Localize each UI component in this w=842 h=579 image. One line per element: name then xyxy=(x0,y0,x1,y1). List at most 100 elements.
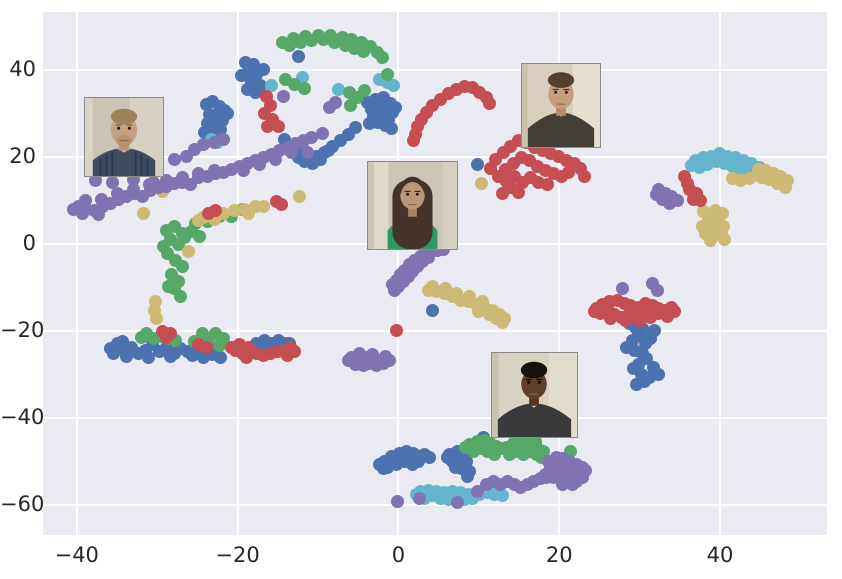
scatter-point-blue xyxy=(248,85,262,99)
scatter-point-purple xyxy=(197,138,211,152)
scatter-point-green xyxy=(344,98,358,112)
scatter-point-green xyxy=(357,44,371,58)
scatter-point-yellow xyxy=(703,234,717,248)
face-thumbnail-dark-skin-man xyxy=(490,351,578,438)
scatter-point-purple xyxy=(276,90,290,104)
scatter-point-red xyxy=(619,314,633,328)
scatter-point-blue xyxy=(629,377,643,391)
scatter-point-purple xyxy=(387,284,401,298)
gridline-x-20 xyxy=(558,12,561,535)
y-tick-label-40: 40 xyxy=(9,56,36,81)
y-tick-label--40: −40 xyxy=(0,404,45,429)
x-tick-label--20: −20 xyxy=(215,543,260,567)
scatter-point-red xyxy=(604,312,618,326)
scatter-point-purple xyxy=(106,176,120,190)
scatter-point-blue xyxy=(120,349,134,363)
y-tick-label--20: −20 xyxy=(0,317,45,342)
scatter-point-purple xyxy=(565,477,579,491)
scatter-point-blue xyxy=(426,303,440,317)
scatter-point-red xyxy=(389,324,403,338)
scatter-point-green xyxy=(328,35,342,49)
gridline-y--60 xyxy=(43,503,827,506)
x-tick-label-0: 0 xyxy=(391,543,406,567)
scatter-point-purple xyxy=(167,153,181,167)
scatter-point-red xyxy=(272,120,286,134)
scatter-point-purple xyxy=(236,164,250,178)
scatter-point-yellow xyxy=(715,207,729,221)
scatter-point-cyan xyxy=(264,79,278,93)
scatter-point-blue xyxy=(470,158,484,172)
x-tick-label-40: 40 xyxy=(706,543,734,567)
scatter-point-yellow xyxy=(242,207,256,221)
scatter-point-green xyxy=(282,39,296,53)
scatter-point-purple xyxy=(322,101,336,115)
scatter-point-purple xyxy=(412,492,426,506)
scatter-point-purple xyxy=(252,158,266,172)
scatter-point-yellow xyxy=(439,282,453,296)
scatter-point-yellow xyxy=(475,295,489,309)
gridline-y-40 xyxy=(43,68,827,71)
scatter-point-green xyxy=(293,36,307,50)
scatter-point-cyan xyxy=(331,82,345,96)
scatter-point-purple xyxy=(316,127,330,141)
scatter-point-purple xyxy=(391,495,405,509)
scatter-point-purple xyxy=(217,133,231,147)
scatter-point-purple xyxy=(301,145,315,159)
scatter-point-yellow xyxy=(256,199,270,213)
scatter-point-purple xyxy=(539,470,553,484)
scatter-point-yellow xyxy=(192,214,206,228)
scatter-point-blue xyxy=(164,350,178,364)
scatter-point-green xyxy=(157,240,171,254)
scatter-point-purple xyxy=(146,175,160,189)
scatter-point-blue xyxy=(214,122,228,136)
scatter-point-green xyxy=(317,33,331,47)
scatter-point-green xyxy=(297,82,311,96)
scatter-point-purple xyxy=(75,206,89,220)
scatter-point-blue xyxy=(313,152,327,166)
face-thumbnail-brown-hair-man xyxy=(520,63,601,149)
scatter-point-cyan xyxy=(685,159,699,173)
scatter-point-blue xyxy=(235,69,249,83)
scatter-point-purple xyxy=(383,353,397,367)
scatter-point-purple xyxy=(127,182,141,196)
scatter-point-red xyxy=(260,120,274,134)
scatter-point-green xyxy=(161,280,175,294)
scatter-point-green xyxy=(375,51,389,65)
scatter-point-blue xyxy=(116,335,130,349)
scatter-point-red xyxy=(274,198,288,212)
scatter-point-green xyxy=(358,84,372,98)
scatter-point-red xyxy=(164,326,178,340)
scatter-point-green xyxy=(459,441,473,455)
scatter-point-purple xyxy=(159,174,173,188)
scatter-point-blue xyxy=(372,458,386,472)
gridline-x-40 xyxy=(719,12,722,535)
scatter-point-yellow xyxy=(778,181,792,195)
scatter-point-blue xyxy=(256,63,270,77)
scatter-point-cyan xyxy=(495,489,509,503)
scatter-point-red xyxy=(541,177,555,191)
x-tick-label--40: −40 xyxy=(54,543,99,567)
gridline-y--40 xyxy=(43,416,827,419)
scatter-point-purple xyxy=(191,167,205,181)
scatter-point-blue xyxy=(186,349,200,363)
scatter-point-purple xyxy=(662,197,676,211)
scatter-point-purple xyxy=(650,188,664,202)
scatter-point-cyan xyxy=(387,79,401,93)
scatter-point-yellow xyxy=(182,245,196,259)
scatter-point-red xyxy=(511,185,525,199)
scatter-point-green xyxy=(380,68,394,82)
scatter-point-red xyxy=(288,345,302,359)
scatter-point-red xyxy=(225,340,239,354)
scatter-point-yellow xyxy=(474,177,488,191)
scatter-point-red xyxy=(484,161,498,175)
scatter-point-red xyxy=(482,97,496,111)
scatter-point-purple xyxy=(305,131,319,145)
gridline-x--40 xyxy=(75,12,78,535)
scatter-point-purple xyxy=(91,208,105,222)
scatter-point-purple xyxy=(579,463,593,477)
scatter-point-purple xyxy=(470,485,484,499)
scatter-point-purple xyxy=(450,496,464,510)
scatter-point-red xyxy=(562,165,576,179)
scatter-point-purple xyxy=(555,477,569,491)
